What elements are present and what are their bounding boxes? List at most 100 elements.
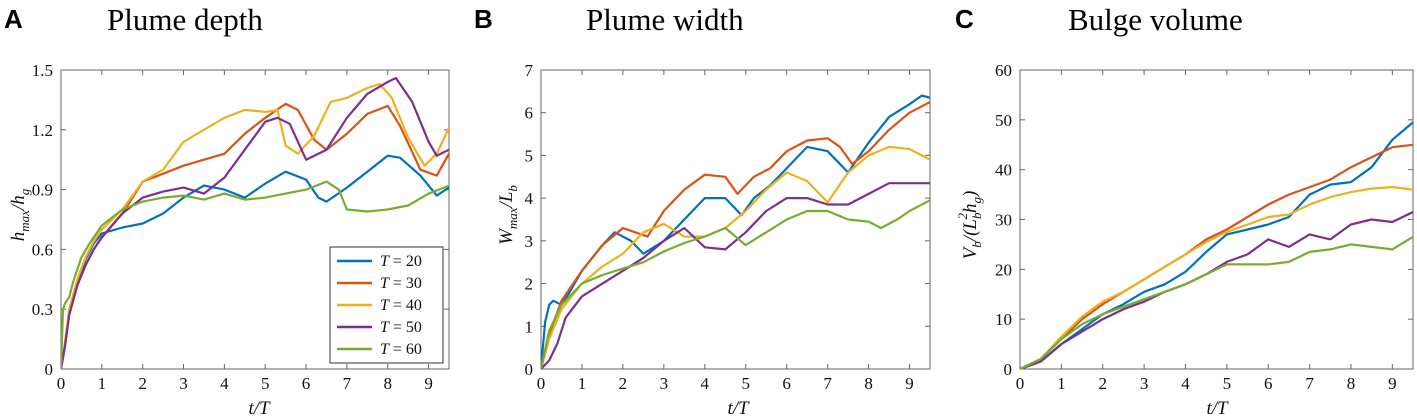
- y-axis-label-a-part-2: max: [17, 210, 32, 232]
- panel-letter-b: B: [474, 4, 493, 34]
- x-tick-label-b: 3: [660, 374, 669, 393]
- x-tick-label-b: 0: [537, 374, 546, 393]
- x-tick-label-a: 9: [424, 374, 433, 393]
- x-tick-label-c: 1: [1057, 374, 1066, 393]
- x-tick-label-a: 8: [383, 374, 392, 393]
- y-axis-label-c-part-3: /(L: [960, 219, 981, 242]
- y-axis-label-a-part-4: g: [17, 188, 32, 195]
- x-tick-label-c: 8: [1347, 374, 1356, 393]
- x-tick-label-a: 0: [57, 374, 66, 393]
- plot-area-c: 0 1 2 3 4 5 6 7 8 9 0 10 20 30 40 50 60: [995, 61, 1414, 393]
- legend-entry-value: = 20: [389, 253, 422, 270]
- series-line-t40-b: [541, 145, 930, 369]
- legend-entry-value: = 60: [389, 341, 422, 358]
- panel-letter-c: C: [955, 4, 974, 34]
- y-axis-label-a-part-1: h: [8, 232, 29, 242]
- x-tick-label-c: 0: [1016, 374, 1025, 393]
- series-line-t50-b: [541, 182, 930, 369]
- y-tick-label-c: 60: [995, 61, 1012, 80]
- series-group-b: [541, 94, 930, 369]
- legend-entry-var: T: [380, 253, 390, 270]
- y-axis-label-c-part-1: V: [960, 245, 981, 259]
- y-axis-label-b-part-1: W: [496, 227, 517, 245]
- x-tick-label-b: 6: [782, 374, 791, 393]
- series-line-t60-b: [541, 199, 930, 369]
- y-tick-label-c: 0: [1004, 360, 1013, 379]
- x-tick-label-b: 2: [619, 374, 628, 393]
- axes-box-c: [1019, 69, 1414, 370]
- series-group-c: [1020, 121, 1413, 369]
- legend-entry: T = 60: [380, 341, 422, 358]
- x-tick-label-b: 1: [578, 374, 587, 393]
- series-line-t30-c: [1020, 143, 1413, 369]
- y-tick-label-b: 2: [525, 275, 534, 294]
- x-tick-label-c: 2: [1098, 374, 1107, 393]
- legend: T = 20T = 30T = 40T = 50T = 60: [329, 246, 444, 364]
- legend-entry: T = 40: [380, 297, 422, 314]
- y-tick-label-b: 4: [525, 189, 534, 208]
- panel-title-plume-depth: Plume depth: [107, 2, 263, 37]
- y-tick-label-c: 50: [995, 111, 1012, 130]
- x-tick-label-c: 3: [1140, 374, 1149, 393]
- legend-entry-var: T: [380, 319, 390, 336]
- y-tick-label-a: 1.5: [32, 61, 53, 80]
- x-tick-label-a: 5: [261, 374, 270, 393]
- y-tick-label-a: 0.3: [32, 300, 53, 319]
- y-axis-label-c-part-4: b: [969, 212, 984, 219]
- y-tick-label-a: 0: [45, 360, 54, 379]
- y-tick-label-b: 3: [525, 232, 534, 251]
- x-tick-label-b: 7: [823, 374, 832, 393]
- y-tick-label-c: 10: [995, 310, 1012, 329]
- legend-entry-value: = 30: [389, 275, 422, 292]
- series-line-t30-b: [541, 100, 930, 369]
- legend-entry: T = 20: [380, 253, 422, 270]
- legend-entry: T = 50: [380, 319, 422, 336]
- x-axis-label-b: t/T: [727, 398, 750, 418]
- y-axis-label-c-part-8: ): [960, 191, 981, 198]
- axes-box-b: [540, 69, 931, 370]
- legend-entry-value: = 50: [389, 319, 422, 336]
- series-line-t20-b: [541, 94, 930, 369]
- x-tick-label-c: 7: [1305, 374, 1314, 393]
- x-tick-label-a: 2: [138, 374, 147, 393]
- y-tick-label-b: 5: [525, 146, 534, 165]
- y-tick-label-c: 40: [995, 161, 1012, 180]
- legend-entry-var: T: [380, 297, 390, 314]
- x-tick-label-a: 6: [302, 374, 311, 393]
- y-axis-label-b-part-3: /L: [496, 192, 517, 209]
- x-tick-label-b: 5: [741, 374, 750, 393]
- legend-entry-var: T: [380, 341, 390, 358]
- x-tick-label-c: 9: [1388, 374, 1397, 393]
- y-axis-label-c-part-7: g: [969, 197, 984, 204]
- y-tick-label-b: 0: [525, 360, 534, 379]
- x-tick-label-a: 4: [220, 374, 229, 393]
- x-axis-label-a: t/T: [248, 398, 271, 418]
- series-line-t40-c: [1020, 186, 1413, 369]
- series-line-t50-a: [61, 76, 449, 369]
- y-axis-label-c: Vb/(Lb2hg): [955, 191, 984, 260]
- panel-plume-depth: A Plume depth 0 1 2 3 4 5 6 7 8 9 0 0.3 0.6 0.9 1.2 1.5…: [4, 2, 450, 418]
- x-tick-label-b: 8: [864, 374, 873, 393]
- panel-bulge-volume: C Bulge volume 0 1 2 3 4 5 6 7 8 9 0 10 20 30 40 50 60 t…: [955, 2, 1414, 418]
- axes-box-a: [60, 69, 450, 370]
- plot-area-a: 0 1 2 3 4 5 6 7 8 900.30.60.91.21.5T = 20T = 30T …: [32, 61, 450, 393]
- x-tick-label-b: 9: [905, 374, 914, 393]
- y-tick-label-a: 0.9: [32, 181, 53, 200]
- x-tick-label-c: 4: [1181, 374, 1190, 393]
- y-tick-label-a: 0.6: [32, 240, 53, 259]
- y-tick-label-c: 30: [995, 211, 1012, 230]
- y-axis-label-c-part-6: h: [960, 204, 981, 214]
- y-axis-label-b: Wmax/Lb: [496, 185, 520, 245]
- x-tick-label-a: 1: [98, 374, 107, 393]
- legend-entry-value: = 40: [389, 297, 422, 314]
- x-tick-label-a: 3: [179, 374, 188, 393]
- x-tick-label-a: 7: [343, 374, 352, 393]
- x-tick-label-c: 5: [1223, 374, 1232, 393]
- panel-title-bulge-volume: Bulge volume: [1068, 2, 1243, 37]
- series-line-t50-c: [1020, 210, 1413, 369]
- panel-title-plume-width: Plume width: [586, 2, 744, 37]
- y-axis-label-a: hmax/hg: [8, 188, 32, 241]
- series-line-t60-c: [1020, 235, 1413, 369]
- legend-entry: T = 30: [380, 275, 422, 292]
